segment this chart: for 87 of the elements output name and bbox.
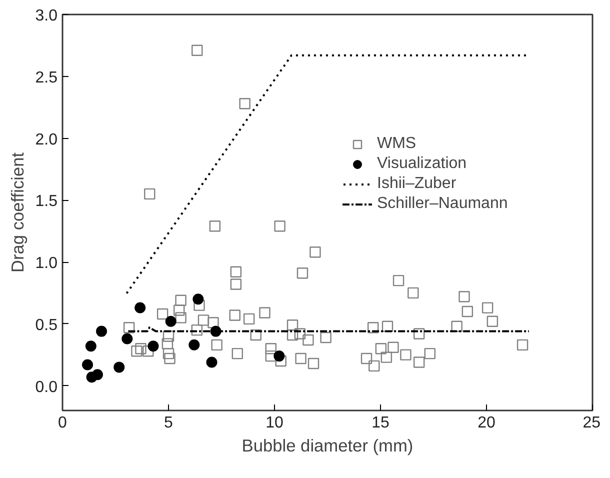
point [135, 343, 146, 354]
y-tick-label: 1.0 [35, 255, 58, 272]
point [230, 266, 242, 278]
point [174, 304, 185, 316]
point [232, 348, 243, 360]
legend-label: Visualization [377, 155, 467, 173]
x-axis-title: Bubble diameter (mm) [242, 436, 414, 456]
point [516, 339, 528, 351]
y-tick-label: 0.0 [35, 378, 58, 396]
point [122, 333, 133, 344]
point [82, 359, 94, 370]
point [198, 314, 210, 326]
x-tick-label: 15 [372, 414, 390, 432]
y-tick-label: 1.5 [35, 193, 58, 210]
legend-label: WMS [377, 135, 416, 153]
point [458, 291, 470, 302]
point [368, 360, 380, 372]
point [229, 310, 240, 321]
point [209, 220, 221, 232]
point [310, 246, 321, 258]
point [302, 334, 314, 346]
point [451, 320, 462, 332]
y-tick-label: 3.0 [35, 8, 58, 24]
point [408, 287, 419, 299]
point [191, 324, 203, 336]
point [144, 188, 156, 200]
point [320, 332, 332, 344]
x-tick-label: 5 [164, 414, 174, 432]
point [388, 342, 399, 353]
x-tick-label: 10 [266, 414, 284, 432]
point [413, 356, 425, 368]
point [250, 329, 262, 341]
point [360, 352, 372, 364]
point [462, 306, 474, 318]
point [275, 355, 286, 367]
point [123, 322, 135, 334]
point [96, 326, 108, 337]
point [482, 302, 494, 314]
point [162, 348, 174, 360]
point [286, 329, 298, 341]
y-axis-title: Drag coefficient [7, 152, 28, 273]
point [114, 362, 125, 373]
point [400, 349, 412, 360]
legend-label: Ishii–Zuber [377, 175, 456, 193]
point [85, 340, 96, 352]
point [192, 44, 203, 56]
point [156, 308, 168, 320]
x-tick-label: 20 [478, 414, 496, 432]
point [211, 339, 222, 351]
point [424, 348, 436, 360]
point [230, 278, 242, 290]
point [274, 220, 286, 232]
point [162, 338, 174, 350]
point [148, 340, 159, 352]
point [175, 294, 186, 306]
x-tick-label: 25 [582, 414, 601, 432]
point [243, 313, 255, 325]
point [92, 369, 103, 380]
point [134, 302, 146, 314]
point [375, 343, 387, 354]
point [239, 98, 250, 110]
legend-label: Schiller–Naumann [377, 195, 508, 213]
point [286, 320, 298, 331]
point [194, 300, 205, 311]
point [274, 350, 285, 362]
point [380, 352, 392, 363]
point [165, 316, 176, 327]
point [295, 352, 306, 364]
point [188, 339, 200, 350]
point [131, 346, 142, 357]
point [486, 316, 498, 327]
y-tick-label: 2.0 [35, 131, 58, 148]
point [294, 328, 306, 340]
point [367, 322, 379, 334]
point [296, 268, 308, 279]
point [206, 356, 218, 368]
point [164, 352, 176, 364]
point [175, 312, 186, 324]
y-tick-label: 2.5 [35, 69, 58, 86]
x-tick-label: 0 [58, 414, 68, 432]
y-tick-label: 0.5 [35, 316, 58, 334]
point [308, 358, 320, 370]
point [413, 328, 425, 340]
point [392, 274, 404, 286]
point [259, 307, 270, 318]
point [265, 343, 276, 354]
point [192, 294, 204, 305]
